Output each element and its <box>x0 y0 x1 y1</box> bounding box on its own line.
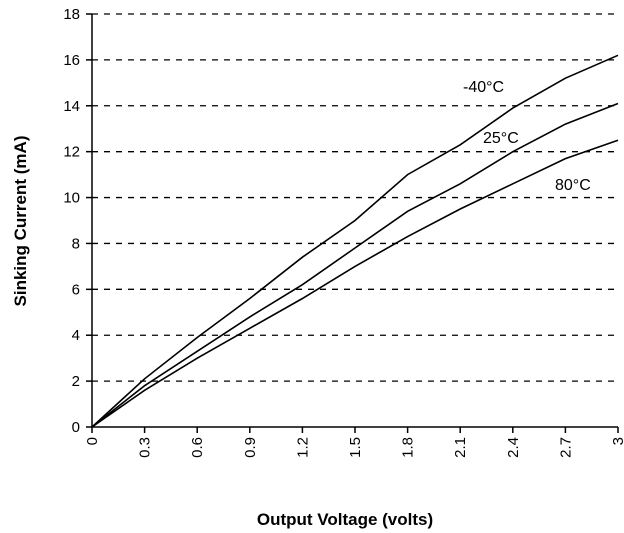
x-tick-label: 2.7 <box>557 437 574 458</box>
series-label-0: -40°C <box>463 79 504 96</box>
x-axis-title: Output Voltage (volts) <box>257 510 433 529</box>
series-label-1: 25°C <box>483 130 519 147</box>
y-tick-label: 2 <box>72 373 80 390</box>
x-tick-label: 2.1 <box>452 437 469 458</box>
y-tick-label: 16 <box>63 52 80 69</box>
x-tick-label: 1.2 <box>294 437 311 458</box>
x-tick-label: 0.9 <box>242 437 259 458</box>
y-axis-title: Sinking Current (mA) <box>11 136 30 307</box>
series-line-1 <box>91 102 619 428</box>
series-label-2: 80°C <box>555 177 591 194</box>
x-tick-label: 0 <box>84 437 101 445</box>
x-tick-label: 1.5 <box>347 437 364 458</box>
y-tick-label: 6 <box>72 281 80 298</box>
series-labels: -40°C 25°C 80°C <box>463 79 591 194</box>
x-tick-label: 0.6 <box>189 437 206 458</box>
series-group <box>91 54 619 428</box>
y-ticks: 0 2 4 6 8 10 12 14 16 18 <box>63 6 92 436</box>
y-tick-label: 14 <box>63 98 80 115</box>
gridlines <box>92 13 618 382</box>
series-line-2 <box>91 139 619 428</box>
y-tick-label: 4 <box>72 327 80 344</box>
x-tick-label: 1.8 <box>400 437 417 458</box>
y-tick-label: 18 <box>63 6 80 23</box>
series-line-0 <box>91 54 619 428</box>
x-tick-label: 3 <box>610 437 624 445</box>
x-ticks: 0 0.3 0.6 0.9 1.2 1.5 1.8 2.1 2.4 2.7 3 <box>84 427 624 458</box>
y-tick-label: 0 <box>72 419 80 436</box>
y-tick-label: 10 <box>63 190 80 207</box>
y-tick-label: 8 <box>72 235 80 252</box>
y-tick-label: 12 <box>63 144 80 161</box>
x-tick-label: 2.4 <box>505 437 522 458</box>
x-tick-label: 0.3 <box>137 437 154 458</box>
